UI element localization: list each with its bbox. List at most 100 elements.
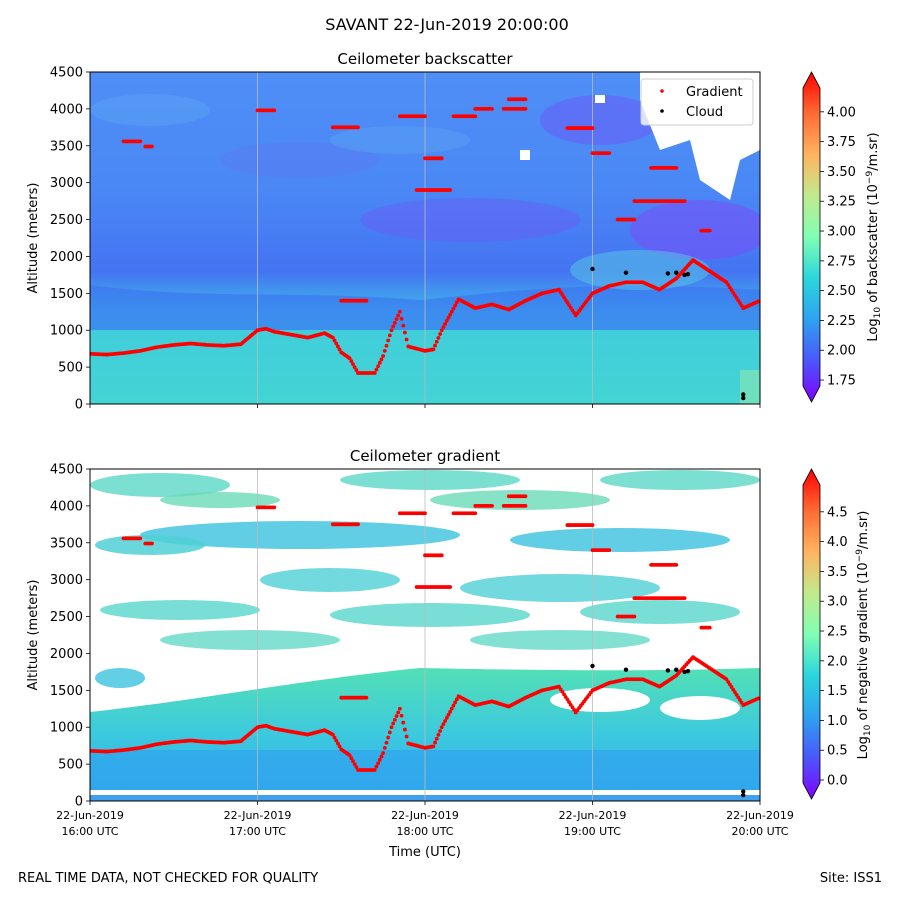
gradient-point <box>444 716 449 720</box>
top-colorbar-bar <box>802 71 821 403</box>
gradient-point <box>523 97 528 102</box>
gradient-point <box>336 344 340 349</box>
gradient-point <box>351 759 355 764</box>
cloud-point <box>685 271 691 277</box>
gradient-point <box>391 721 396 726</box>
gradient-point <box>337 347 342 352</box>
gradient-point <box>449 706 454 711</box>
gradient-point <box>523 503 528 508</box>
cloud-point <box>682 272 687 278</box>
gradient-point <box>379 357 384 362</box>
bottom-heatmap-patch <box>100 600 260 620</box>
cloud-point <box>674 667 679 672</box>
y-tick-label: 1500 <box>50 287 83 302</box>
gradient-point <box>448 585 453 589</box>
top-y-axis: 0 500 1000 1500 2000 2500 3000 3500 4000 4500 <box>50 66 90 413</box>
gradient-point <box>334 341 339 346</box>
cloud-point <box>674 270 679 275</box>
x-tick-date: 22-Jun-2019 <box>224 809 292 822</box>
gradient-point <box>351 362 355 367</box>
gradient-point <box>356 125 360 130</box>
gradient-point <box>682 596 687 601</box>
gradient-point <box>347 753 352 758</box>
bottom-heatmap-patch <box>580 600 740 624</box>
top-gradient-marks <box>90 97 760 401</box>
x-tick-time: 17:00 UTC <box>229 825 286 838</box>
colorbar-tick-label: 4.5 <box>827 505 848 520</box>
gradient-point <box>381 751 386 755</box>
x-tick-time: 18:00 UTC <box>396 825 453 838</box>
gradient-point <box>590 126 595 130</box>
x-tick-time: 20:00 UTC <box>731 825 788 838</box>
gradient-point <box>364 695 369 700</box>
cloud-point <box>741 789 746 794</box>
colorbar-tick-label: 2.50 <box>827 284 856 299</box>
gradient-point <box>401 720 406 725</box>
gradient-point <box>392 717 397 722</box>
top-heatmap-patch <box>360 198 580 242</box>
gradient-point <box>490 503 494 508</box>
bottom-heatmap-patch <box>550 688 650 712</box>
cloud-point <box>590 266 595 272</box>
bottom-heatmap-patch <box>340 470 520 490</box>
gradient-point <box>448 312 453 317</box>
y-tick-label: 2500 <box>50 213 83 228</box>
footer-site: Site: ISS1 <box>820 871 882 886</box>
colorbar-tick-label: 4.0 <box>827 535 848 550</box>
y-tick-label: 3000 <box>50 573 83 588</box>
bottom-colorbar-bar <box>802 468 821 800</box>
bottom-heatmap-patch <box>260 568 400 592</box>
top-panel-title: Ceilometer backscatter <box>337 50 513 68</box>
cloud-point <box>682 669 687 675</box>
colorbar-tick-label: 1.75 <box>827 374 856 389</box>
colorbar-tick-label: 3.50 <box>827 165 856 180</box>
gradient-point <box>674 563 679 567</box>
gradient-point <box>404 734 409 739</box>
bottom-heatmap-patch <box>460 574 660 602</box>
cloud-point <box>623 667 629 672</box>
top-colorbar: 1.75 2.00 2.25 2.50 2.75 3.00 3.25 3.50 3.75 4.00… <box>802 71 883 403</box>
gradient-point <box>451 703 456 708</box>
y-tick-label: 3500 <box>50 139 83 154</box>
bottom-heatmap-patch <box>90 473 230 497</box>
bottom-heatmap-patch <box>510 528 730 552</box>
gradient-point <box>336 741 340 746</box>
bottom-heatmap-patch <box>600 470 760 490</box>
colorbar-tick-label: 1.5 <box>827 684 848 699</box>
gradient-point <box>674 166 679 170</box>
bottom-heatmap-patch <box>140 521 460 549</box>
x-tick-date: 22-Jun-2019 <box>726 809 794 822</box>
gradient-point <box>431 347 436 352</box>
gradient-point <box>451 306 456 311</box>
gradient-point <box>632 614 637 619</box>
bottom-y-axis: 0 500 1000 1500 2000 2500 3000 3500 4000 4500 <box>50 463 90 810</box>
gradient-point <box>389 328 394 333</box>
gradient-point <box>138 139 143 144</box>
gradient-point <box>347 356 352 361</box>
gradient-point <box>473 511 478 516</box>
gradient-point <box>272 108 277 113</box>
legend-gradient-label: Gradient <box>686 85 743 100</box>
gradient-point <box>384 740 389 745</box>
gradient-point <box>376 761 380 766</box>
gradient-point <box>454 697 459 702</box>
gradient-point <box>607 151 612 156</box>
y-tick-label: 2500 <box>50 610 83 625</box>
bottom-heatmap-patch <box>160 630 340 650</box>
gradient-point <box>707 228 712 233</box>
gradient-point <box>433 740 437 745</box>
gradient-point <box>396 313 401 318</box>
gradient-point <box>349 756 354 761</box>
gradient-point <box>377 757 382 762</box>
legend: Gradient Cloud <box>640 78 754 126</box>
gradient-point <box>374 764 379 769</box>
top-y-axis-label: Altitude (meters) <box>26 183 41 294</box>
x-tick-time: 16:00 UTC <box>61 825 118 838</box>
gradient-point <box>453 700 458 705</box>
colorbar-tick-label: 3.00 <box>827 225 856 240</box>
bottom-colorbar: 0.0 0.5 1.0 1.5 2.0 2.5 3.0 3.5 4.0 4.5 Log10 of … <box>802 468 873 800</box>
top-colorbar-label: Log10 of backscatter (10−9/m.sr) <box>865 132 883 341</box>
gradient-point <box>372 371 377 375</box>
gradient-point <box>490 106 494 111</box>
gradient-point <box>394 714 399 719</box>
